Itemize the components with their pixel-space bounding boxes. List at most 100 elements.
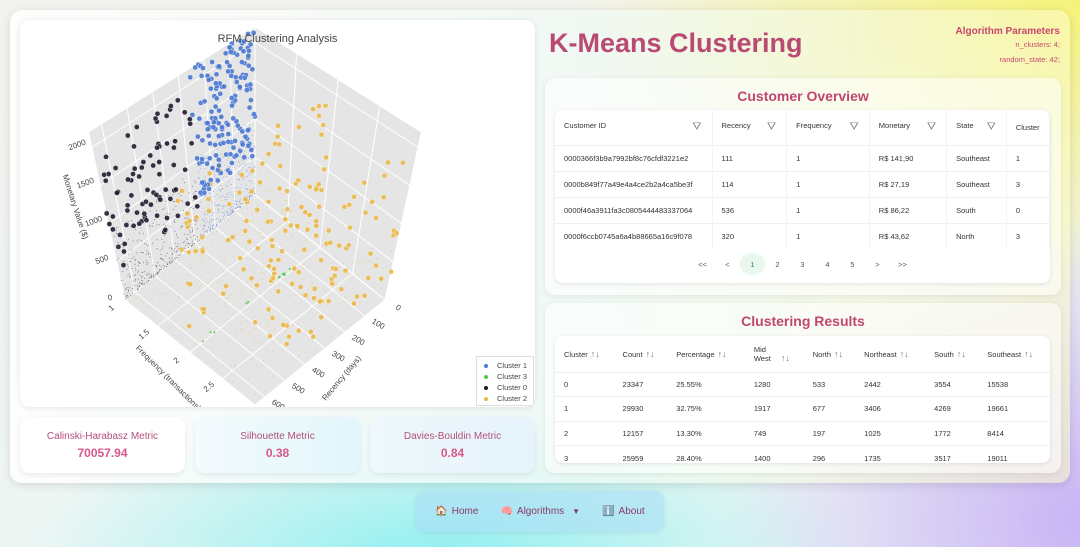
sort-icon[interactable]: ↑↓ bbox=[1024, 348, 1034, 359]
page-button[interactable]: 4 bbox=[825, 259, 830, 269]
data-point-cluster-1 bbox=[249, 198, 251, 200]
nav-home[interactable]: 🏠 Home bbox=[435, 506, 478, 517]
legend-item[interactable]: Cluster 0 bbox=[481, 382, 529, 393]
rfm-3d-chart[interactable]: RFM Clustering Analysis 0 100 200 300 400 500… bbox=[20, 20, 535, 407]
table-row[interactable]: 0000b849f77a49e4a4ce2b2a4ca5be3f 114 1 R$ 2… bbox=[555, 170, 1050, 197]
data-point-cluster-1 bbox=[238, 206, 240, 208]
data-point-cluster-2 bbox=[260, 236, 262, 238]
data-point-cluster-0 bbox=[152, 222, 154, 224]
data-point-cluster-1 bbox=[212, 142, 218, 148]
chart-plot[interactable]: 010020030040050060011.522.50500100015002… bbox=[20, 20, 535, 407]
sort-icon[interactable]: ↑↓ bbox=[780, 352, 790, 363]
sort-icon[interactable]: ↑↓ bbox=[717, 348, 727, 359]
data-point-cluster-0 bbox=[135, 267, 136, 269]
data-point-cluster-2 bbox=[225, 237, 232, 243]
data-point-cluster-0 bbox=[169, 213, 170, 215]
data-point-cluster-2 bbox=[264, 272, 266, 274]
table-row[interactable]: 2 12157 13.30% 749 197 1025 1772 8414 bbox=[555, 420, 1050, 446]
page-button[interactable]: < bbox=[725, 259, 730, 269]
column-header[interactable]: Count ↑↓ bbox=[614, 336, 668, 372]
table-row[interactable]: 0000f6ccb0745a6a4b88665a16c9f078 320 1 R$ 4… bbox=[555, 222, 1050, 249]
column-header[interactable]: Northeast ↑↓ bbox=[855, 336, 925, 372]
data-point-cluster-2 bbox=[231, 209, 233, 211]
table-row[interactable]: 0000f46a3911fa3c0805444483337064 536 1 R$ 8… bbox=[555, 196, 1050, 223]
nav-algorithms[interactable]: 🧠 Algorithms ▼ bbox=[500, 506, 580, 517]
sort-icon[interactable]: ↑↓ bbox=[590, 348, 600, 359]
column-header[interactable]: State ⛛ bbox=[946, 110, 1007, 145]
nav-about[interactable]: ℹ️ About bbox=[602, 506, 645, 517]
page-button[interactable]: 3 bbox=[800, 259, 805, 269]
legend-marker bbox=[484, 385, 488, 390]
sort-icon[interactable]: ↑↓ bbox=[645, 348, 655, 359]
data-point-cluster-0 bbox=[157, 272, 159, 274]
data-point-cluster-1 bbox=[210, 220, 212, 222]
column-header[interactable]: Mid West ↑↓ bbox=[745, 336, 804, 372]
column-header[interactable]: Recency ⛛ bbox=[712, 110, 788, 145]
filter-icon[interactable]: ⛛ bbox=[926, 120, 937, 133]
data-point-cluster-2 bbox=[256, 213, 258, 215]
table-cell: 15538 bbox=[978, 371, 1050, 397]
legend-item[interactable]: Cluster 2 bbox=[481, 393, 529, 404]
page-button[interactable]: << bbox=[698, 259, 707, 269]
page-button[interactable]: >> bbox=[898, 259, 907, 269]
data-point-cluster-2 bbox=[198, 260, 200, 262]
table-row[interactable]: 1 29930 32.75% 1917 677 3406 4269 19661 bbox=[555, 396, 1050, 421]
table-row[interactable]: 3 25959 28.40% 1400 296 1735 3517 19011 bbox=[555, 445, 1050, 463]
column-header[interactable]: Frequency ⛛ bbox=[786, 110, 870, 145]
filter-icon[interactable]: ⛛ bbox=[849, 120, 859, 133]
column-header[interactable]: Percentage ↑↓ bbox=[667, 336, 745, 372]
table-row[interactable]: 0 23347 25.55% 1280 533 2442 3554 15538 bbox=[555, 371, 1050, 397]
legend-item[interactable]: Cluster 1 bbox=[481, 360, 529, 371]
table-row[interactable]: 0000366f3b9a7992bf8c76cfdf3221e2 111 1 R$ 1… bbox=[555, 144, 1050, 171]
filter-icon[interactable]: ⛛ bbox=[986, 120, 996, 133]
column-header[interactable]: Cluster bbox=[1006, 110, 1050, 145]
column-header[interactable]: South ↑↓ bbox=[925, 336, 978, 372]
data-point-cluster-2 bbox=[247, 214, 249, 215]
data-point-cluster-0 bbox=[132, 288, 133, 290]
legend-item[interactable]: Cluster 3 bbox=[481, 371, 529, 382]
data-point-cluster-2 bbox=[375, 286, 377, 288]
data-point-cluster-1 bbox=[246, 188, 248, 190]
page-button[interactable]: > bbox=[875, 259, 880, 269]
page-button[interactable]: 2 bbox=[775, 259, 780, 269]
column-header[interactable]: Monetary ⛛ bbox=[869, 110, 948, 145]
data-point-cluster-1 bbox=[248, 125, 250, 127]
data-point-cluster-1 bbox=[204, 225, 206, 226]
data-point-cluster-2 bbox=[232, 205, 234, 207]
data-point-cluster-2 bbox=[180, 285, 182, 287]
column-header[interactable]: Cluster ↑↓ bbox=[555, 336, 614, 372]
filter-icon[interactable]: ⛛ bbox=[766, 120, 777, 133]
data-point-cluster-0 bbox=[144, 187, 151, 193]
data-point-cluster-0 bbox=[142, 252, 144, 254]
data-point-cluster-2 bbox=[275, 288, 282, 295]
data-point-cluster-2 bbox=[329, 337, 331, 339]
data-point-cluster-2 bbox=[282, 278, 284, 280]
sort-icon[interactable]: ↑↓ bbox=[956, 348, 966, 359]
sort-icon[interactable]: ↑↓ bbox=[899, 348, 909, 359]
data-point-cluster-2 bbox=[313, 232, 320, 239]
data-point-cluster-2 bbox=[380, 194, 387, 200]
data-point-cluster-2 bbox=[151, 266, 153, 268]
data-point-cluster-0 bbox=[166, 212, 168, 214]
sort-icon[interactable]: ↑↓ bbox=[834, 348, 844, 359]
metric-value: 70057.94 bbox=[77, 446, 128, 460]
page-button[interactable]: 1 bbox=[740, 253, 765, 275]
filter-icon[interactable]: ⛛ bbox=[692, 120, 702, 133]
data-point-cluster-2 bbox=[216, 317, 218, 319]
customer-overview-table: Customer ID ⛛ Recency ⛛ Frequency ⛛ Monetary ⛛ S… bbox=[555, 110, 1050, 283]
column-header[interactable]: Customer ID ⛛ bbox=[555, 110, 713, 145]
data-point-cluster-0 bbox=[128, 257, 130, 259]
page-button[interactable]: 5 bbox=[850, 259, 855, 269]
data-point-cluster-0 bbox=[121, 241, 128, 247]
data-point-cluster-0 bbox=[187, 239, 188, 240]
data-point-cluster-2 bbox=[265, 351, 267, 353]
data-point-cluster-1 bbox=[238, 173, 240, 175]
data-point-cluster-2 bbox=[278, 360, 280, 362]
column-header[interactable]: North ↑↓ bbox=[804, 336, 855, 372]
data-point-cluster-2 bbox=[189, 263, 191, 265]
table-cell: 19661 bbox=[978, 396, 1050, 421]
data-point-cluster-2 bbox=[235, 210, 237, 212]
data-point-cluster-1 bbox=[210, 218, 212, 220]
column-header[interactable]: Southeast ↑↓ bbox=[978, 336, 1050, 372]
data-point-cluster-2 bbox=[231, 196, 233, 198]
